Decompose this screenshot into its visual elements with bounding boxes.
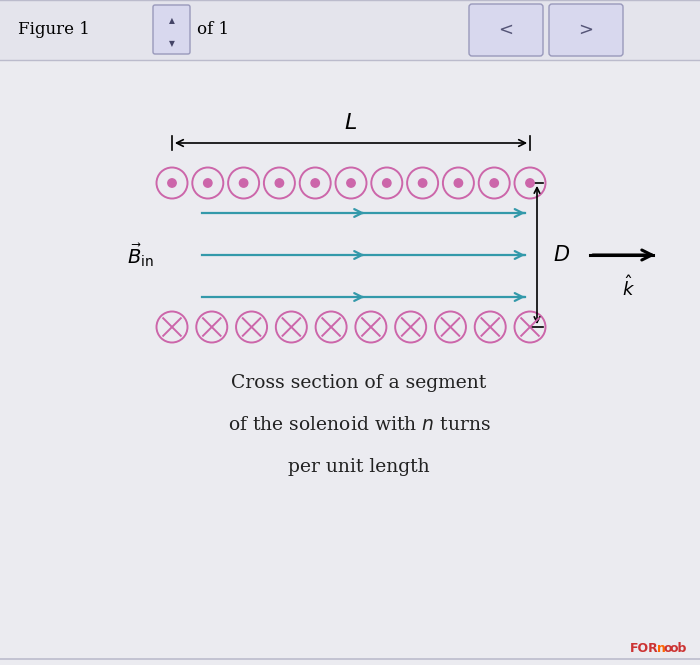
- Circle shape: [526, 179, 534, 188]
- Text: n: n: [657, 642, 666, 655]
- Circle shape: [311, 179, 319, 188]
- Text: $D$: $D$: [553, 245, 570, 265]
- Circle shape: [346, 179, 355, 188]
- Text: FOR: FOR: [630, 642, 659, 655]
- FancyBboxPatch shape: [469, 4, 543, 56]
- Text: >: >: [578, 21, 594, 39]
- Text: $\vec{B}_{\rm in}$: $\vec{B}_{\rm in}$: [127, 241, 154, 269]
- Text: of 1: of 1: [197, 21, 229, 38]
- Circle shape: [454, 179, 463, 188]
- FancyBboxPatch shape: [153, 5, 190, 54]
- Circle shape: [490, 179, 498, 188]
- Circle shape: [239, 179, 248, 188]
- Circle shape: [383, 179, 391, 188]
- Text: ob: ob: [669, 642, 687, 655]
- Text: per unit length: per unit length: [288, 458, 430, 476]
- Circle shape: [419, 179, 427, 188]
- FancyBboxPatch shape: [549, 4, 623, 56]
- Text: ▲: ▲: [169, 16, 174, 25]
- Text: Figure 1: Figure 1: [18, 21, 90, 38]
- Text: of the solenoid with $n$ turns: of the solenoid with $n$ turns: [228, 416, 491, 434]
- Text: $\hat{k}$: $\hat{k}$: [622, 275, 636, 300]
- Circle shape: [204, 179, 212, 188]
- Circle shape: [168, 179, 176, 188]
- Text: $L$: $L$: [344, 112, 358, 134]
- Text: <: <: [498, 21, 514, 39]
- Text: ▼: ▼: [169, 39, 174, 48]
- Text: Cross section of a segment: Cross section of a segment: [232, 374, 486, 392]
- Circle shape: [275, 179, 284, 188]
- Bar: [0, 0, 700, 60]
- Text: o: o: [663, 642, 671, 655]
